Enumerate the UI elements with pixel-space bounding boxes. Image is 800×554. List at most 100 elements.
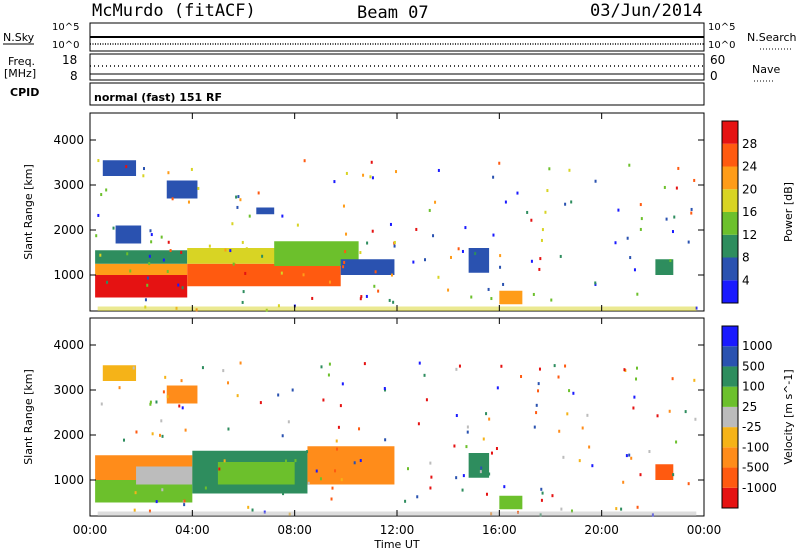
echo-point bbox=[333, 180, 336, 184]
echo-point bbox=[149, 229, 152, 233]
echo-point bbox=[331, 486, 334, 490]
data-patch bbox=[499, 495, 523, 510]
echo-point bbox=[407, 467, 410, 471]
echo-point bbox=[97, 159, 100, 163]
colorbar-tick-label: 28 bbox=[742, 137, 757, 151]
echo-point bbox=[516, 191, 519, 195]
echo-point bbox=[540, 498, 543, 502]
colorbar-segment bbox=[722, 121, 738, 144]
echo-point bbox=[429, 486, 432, 490]
x-tick-label: 08:00 bbox=[277, 523, 312, 537]
echo-point bbox=[594, 179, 597, 183]
echo-point bbox=[503, 485, 506, 489]
echo-point bbox=[149, 400, 152, 404]
nave-label: Nave bbox=[752, 63, 780, 76]
echo-point bbox=[253, 484, 256, 488]
y-tick-label: 2000 bbox=[53, 428, 84, 442]
echo-point bbox=[144, 298, 147, 302]
station-title: McMurdo (fitACF) bbox=[92, 1, 256, 21]
echo-point bbox=[669, 259, 672, 263]
echo-point bbox=[148, 254, 151, 258]
colorbar-tick-label: 24 bbox=[742, 160, 757, 174]
x-tick-label: 20:00 bbox=[584, 523, 619, 537]
nave-tick-bottom: 0 bbox=[710, 69, 718, 83]
echo-point bbox=[134, 491, 137, 495]
echo-point bbox=[222, 369, 225, 373]
echo-point bbox=[302, 273, 305, 277]
echo-point bbox=[622, 480, 625, 484]
echo-point bbox=[307, 481, 310, 485]
colorbar-tick-label: -1000 bbox=[742, 481, 777, 495]
echo-point bbox=[242, 290, 245, 294]
echo-point bbox=[371, 229, 374, 233]
echo-point bbox=[99, 253, 102, 257]
echo-point bbox=[636, 505, 639, 509]
echo-point bbox=[227, 381, 230, 385]
echo-point bbox=[109, 259, 112, 263]
echo-point bbox=[564, 364, 567, 368]
echo-point bbox=[100, 402, 103, 406]
echo-point bbox=[656, 414, 659, 418]
data-patch bbox=[102, 160, 137, 176]
echo-point bbox=[237, 195, 240, 199]
echo-point bbox=[553, 364, 556, 368]
echo-point bbox=[693, 378, 696, 382]
y-tick-label: 1000 bbox=[53, 268, 84, 282]
echo-point bbox=[423, 373, 426, 377]
echo-point bbox=[280, 271, 283, 275]
echo-point bbox=[693, 178, 696, 182]
echo-point bbox=[180, 379, 183, 383]
colorbar-tick-label: 8 bbox=[742, 251, 750, 265]
colorbar-label: Power [dB] bbox=[782, 182, 795, 242]
echo-point bbox=[97, 213, 100, 217]
echo-point bbox=[614, 241, 617, 245]
echo-point bbox=[495, 447, 498, 451]
y-tick-label: 3000 bbox=[53, 178, 84, 192]
echo-point bbox=[393, 240, 396, 244]
echo-point bbox=[449, 255, 452, 259]
y-axis-label: Slant Range [km] bbox=[22, 369, 35, 465]
echo-point bbox=[464, 226, 467, 230]
echo-point bbox=[620, 507, 623, 511]
echo-point bbox=[146, 276, 149, 280]
echo-point bbox=[412, 260, 415, 264]
echo-point bbox=[687, 240, 690, 244]
echo-point bbox=[259, 401, 262, 405]
echo-point bbox=[315, 469, 318, 473]
echo-point bbox=[520, 375, 523, 379]
echo-point bbox=[581, 426, 584, 430]
echo-point bbox=[282, 492, 285, 496]
colorbar-tick-label: 20 bbox=[742, 182, 757, 196]
echo-point bbox=[466, 425, 469, 429]
colorbar-segment bbox=[722, 487, 738, 508]
echo-point bbox=[671, 377, 674, 381]
echo-point bbox=[485, 412, 488, 416]
echo-point bbox=[340, 478, 343, 482]
echo-point bbox=[588, 445, 591, 449]
echo-point bbox=[418, 361, 421, 365]
nsky-series bbox=[90, 36, 704, 45]
echo-point bbox=[303, 159, 306, 163]
echo-point bbox=[133, 508, 136, 512]
colorbar-segment bbox=[722, 366, 738, 387]
freq-label: Freq. bbox=[8, 55, 35, 68]
echo-point bbox=[345, 232, 348, 236]
echo-point bbox=[261, 254, 264, 258]
echo-point bbox=[455, 414, 458, 418]
echo-point bbox=[392, 300, 395, 304]
echo-point bbox=[287, 420, 290, 424]
echo-point bbox=[118, 386, 121, 390]
echo-point bbox=[639, 203, 642, 207]
echo-point bbox=[160, 235, 163, 239]
echo-point bbox=[183, 499, 186, 503]
echo-point bbox=[530, 218, 533, 222]
echo-point bbox=[341, 382, 344, 386]
echo-point bbox=[416, 495, 419, 499]
nsky-label: N.Sky bbox=[3, 31, 35, 44]
echo-point bbox=[434, 200, 437, 204]
echo-point bbox=[665, 217, 668, 221]
velocity-panel: 1000 2000 3000 4000 00:00 04:00 08:00 12:00 16:0… bbox=[22, 317, 795, 551]
cpid-text: normal (fast) 151 RF bbox=[94, 91, 222, 104]
echo-point bbox=[181, 406, 184, 410]
